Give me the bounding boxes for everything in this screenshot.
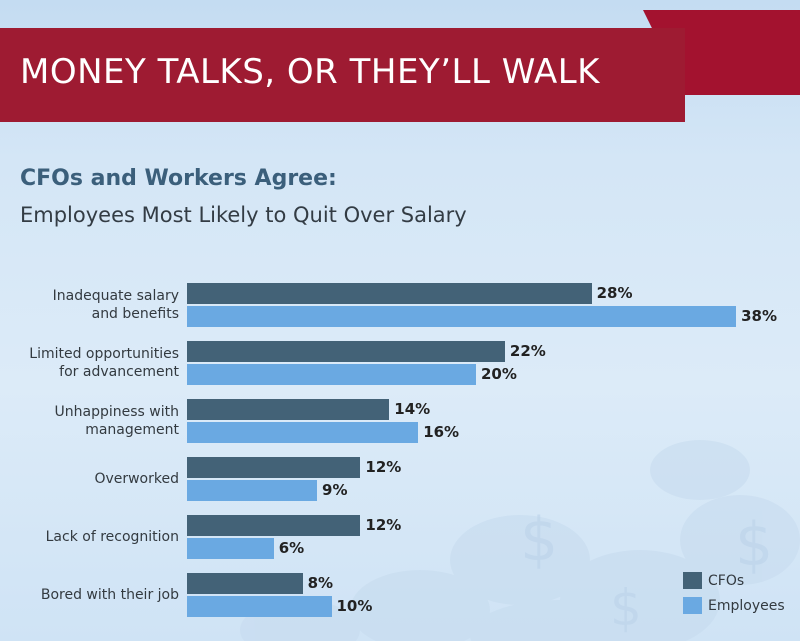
bar-cfos xyxy=(187,515,361,536)
data-label: 6% xyxy=(278,539,305,557)
category-label: Unhappiness with management xyxy=(54,404,179,438)
svg-text:$: $ xyxy=(520,505,558,575)
title-banner xyxy=(0,10,800,122)
legend-swatch xyxy=(683,597,702,614)
bar-employees xyxy=(187,596,332,617)
legend-label: CFOs xyxy=(708,572,745,589)
bar-employees xyxy=(187,364,476,385)
banner-title: MONEY TALKS, OR THEY’LL WALK xyxy=(20,52,600,92)
data-label: 10% xyxy=(336,597,373,615)
bar-cfos xyxy=(187,573,303,594)
data-label: 12% xyxy=(365,458,402,476)
bar-cfos xyxy=(187,399,390,420)
category-label: Bored with their job xyxy=(40,587,179,603)
legend-swatch xyxy=(683,572,702,589)
data-label: 8% xyxy=(307,574,334,592)
data-label: 12% xyxy=(365,516,402,534)
data-label: 16% xyxy=(423,423,460,441)
chart-subtitle: Employees Most Likely to Quit Over Salar… xyxy=(20,203,467,227)
bar-cfos xyxy=(187,341,505,362)
bar-cfos xyxy=(187,457,361,478)
bar-employees xyxy=(187,306,737,327)
category-label: Limited opportunities for advancement xyxy=(29,346,179,380)
bar-chart: Inadequate salary and benefits 28% 38% Limi… xyxy=(0,260,800,641)
legend-label: Employees xyxy=(708,597,785,614)
bar-employees xyxy=(187,538,274,559)
data-label: 22% xyxy=(509,342,546,360)
data-label: 28% xyxy=(596,284,633,302)
bar-employees xyxy=(187,422,419,443)
legend-item-employees: Employees xyxy=(683,597,785,614)
svg-text:$: $ xyxy=(735,510,773,580)
data-label: 9% xyxy=(322,481,348,499)
data-label: 20% xyxy=(481,365,517,383)
data-label: 38% xyxy=(741,307,777,325)
category-label: Lack of recognition xyxy=(45,529,179,545)
bar-cfos xyxy=(187,283,592,304)
category-label: Inadequate salary and benefits xyxy=(52,288,179,322)
category-label: Overworked xyxy=(94,471,179,487)
bar-employees xyxy=(187,480,318,501)
chart-subtitle-bold: CFOs and Workers Agree: xyxy=(20,166,337,191)
data-label: 14% xyxy=(394,400,431,418)
svg-text:$: $ xyxy=(610,579,642,637)
legend-item-cfos: CFOs xyxy=(683,572,744,589)
